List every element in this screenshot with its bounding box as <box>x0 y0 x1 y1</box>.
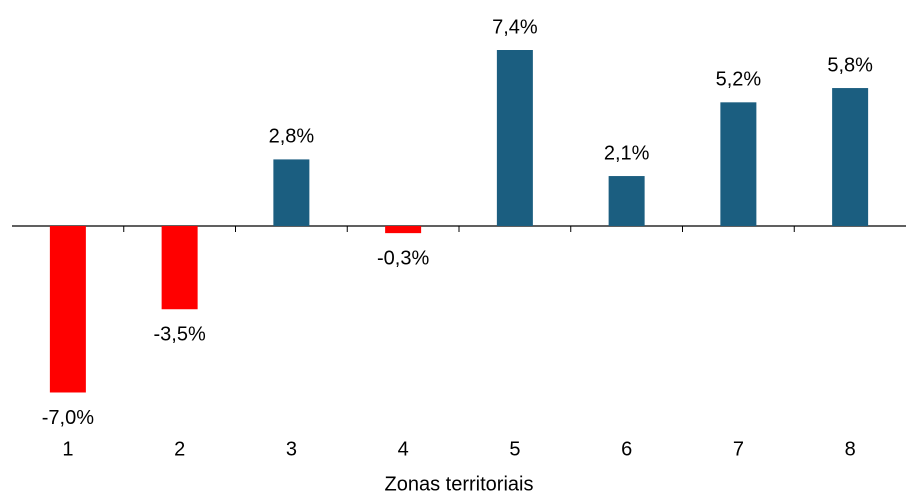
x-tick-label: 8 <box>845 438 856 460</box>
value-label: 5,8% <box>827 54 873 76</box>
bar <box>720 102 757 226</box>
bar <box>608 176 645 226</box>
x-axis-title: Zonas territoriais <box>385 473 534 495</box>
bar <box>49 226 86 393</box>
x-tick-label: 7 <box>733 438 744 460</box>
value-label: 2,8% <box>269 126 315 148</box>
bar <box>273 159 310 226</box>
bar <box>496 50 533 226</box>
x-tick-label: 5 <box>509 438 520 460</box>
value-label: 7,4% <box>492 16 538 38</box>
value-label: -0,3% <box>377 247 429 269</box>
value-label: 2,1% <box>604 142 650 164</box>
value-label: -3,5% <box>154 324 206 346</box>
x-tick-label: 1 <box>62 438 73 460</box>
bar <box>385 226 422 234</box>
value-label: 5,2% <box>716 69 762 91</box>
x-tick-label: 4 <box>398 438 409 460</box>
x-tick-label: 2 <box>174 438 185 460</box>
bar <box>161 226 198 310</box>
value-label: -7,0% <box>42 407 94 429</box>
x-tick-label: 3 <box>286 438 297 460</box>
x-tick-label: 6 <box>621 438 632 460</box>
bar <box>832 88 869 227</box>
